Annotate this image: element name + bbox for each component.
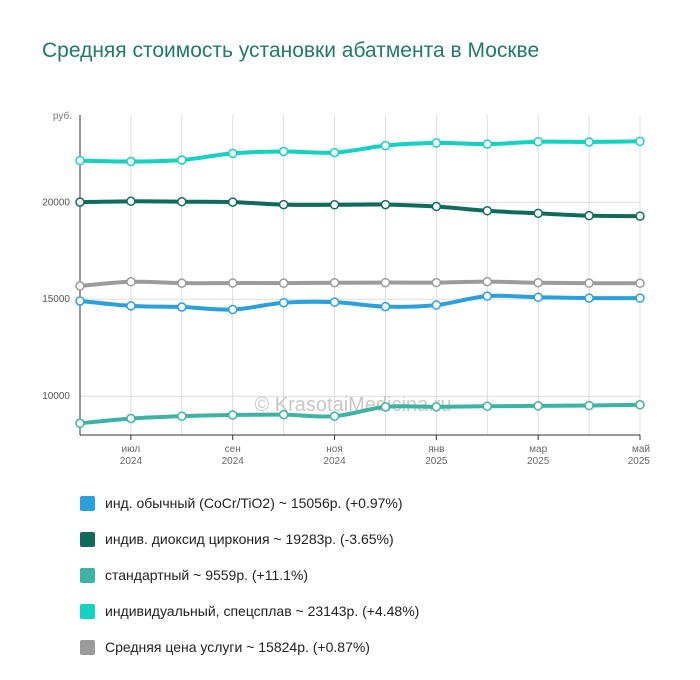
data-point xyxy=(75,197,85,207)
legend-swatch xyxy=(80,531,95,547)
x-tick-label-year: 2024 xyxy=(323,456,346,467)
data-point xyxy=(635,136,645,147)
data-point xyxy=(329,200,340,210)
data-point xyxy=(227,304,238,315)
data-point xyxy=(227,148,238,159)
data-point xyxy=(482,276,493,287)
data-point xyxy=(431,201,442,212)
data-point xyxy=(329,278,340,288)
data-point xyxy=(533,137,543,147)
data-point xyxy=(584,278,594,288)
data-point xyxy=(380,301,391,312)
data-point xyxy=(177,278,187,288)
legend-label: стандартный ~ 9559р. (+11.1%) xyxy=(105,567,309,583)
legend: инд. обычный (CoCr/TiO2) ~ 15056р. (+0.9… xyxy=(80,485,419,665)
y-tick-label: 20000 xyxy=(42,197,70,208)
data-point xyxy=(75,418,85,429)
data-point xyxy=(227,278,238,288)
data-point xyxy=(126,196,136,207)
legend-label: инд. обычный (CoCr/TiO2) ~ 15056р. (+0.9… xyxy=(105,495,403,511)
data-point xyxy=(278,146,289,157)
series-line xyxy=(78,139,642,164)
x-tick-label-year: 2025 xyxy=(425,456,448,467)
data-point xyxy=(278,278,289,288)
legend-item[interactable]: инд. обычный (CoCr/TiO2) ~ 15056р. (+0.9… xyxy=(80,485,419,521)
series-line xyxy=(78,279,642,288)
y-unit-label: руб. xyxy=(53,110,72,122)
legend-label: индивидуальный, спецсплав ~ 23143р. (+4.… xyxy=(105,603,420,619)
data-point xyxy=(584,210,594,221)
data-point xyxy=(635,400,645,410)
legend-label: индив. диоксид циркония ~ 19283р. (-3.65… xyxy=(105,531,394,547)
data-point xyxy=(431,300,442,310)
x-tick-label-month: май xyxy=(632,444,650,455)
data-point xyxy=(431,277,442,288)
data-point xyxy=(177,302,187,312)
legend-swatch xyxy=(80,567,95,583)
data-point xyxy=(533,208,543,219)
legend-swatch xyxy=(80,495,95,511)
legend-item[interactable]: индивидуальный, спецсплав ~ 23143р. (+4.… xyxy=(80,593,419,629)
data-point xyxy=(635,293,645,303)
x-tick-label-month: июл xyxy=(122,444,141,455)
data-point xyxy=(329,297,340,307)
data-point xyxy=(584,137,594,147)
data-point xyxy=(177,155,187,165)
x-tick-label-month: ноя xyxy=(326,444,343,455)
legend-swatch xyxy=(80,639,95,655)
data-point xyxy=(75,281,85,291)
data-point xyxy=(126,413,136,424)
x-tick-label-year: 2024 xyxy=(120,456,143,467)
legend-item[interactable]: индив. диоксид циркония ~ 19283р. (-3.65… xyxy=(80,521,419,557)
legend-swatch xyxy=(80,603,95,619)
y-tick-label: 10000 xyxy=(42,391,70,402)
data-point xyxy=(75,155,85,166)
x-tick-label-month: сен xyxy=(225,444,241,455)
data-point xyxy=(431,402,442,412)
data-point xyxy=(380,199,391,210)
data-point xyxy=(329,411,340,421)
data-point xyxy=(227,197,238,207)
chart-title: Средняя стоимость установки абатмента в … xyxy=(42,39,540,62)
data-point xyxy=(278,199,289,210)
data-point xyxy=(584,400,594,411)
data-point xyxy=(177,196,187,207)
legend-item[interactable]: стандартный ~ 9559р. (+11.1%) xyxy=(80,557,419,593)
data-point xyxy=(329,147,340,158)
data-point xyxy=(482,401,493,412)
data-point xyxy=(635,211,645,221)
x-tick-label-year: 2025 xyxy=(628,456,651,467)
data-point xyxy=(380,277,391,288)
data-point xyxy=(431,138,442,148)
x-tick-label-year: 2025 xyxy=(527,456,550,467)
data-point xyxy=(482,139,493,149)
x-tick-label-month: мар xyxy=(529,444,547,455)
data-point xyxy=(126,156,136,167)
data-point xyxy=(75,296,85,306)
data-point xyxy=(533,278,543,288)
data-point xyxy=(278,297,289,308)
data-point xyxy=(177,411,187,421)
x-tick-label-year: 2024 xyxy=(222,456,245,467)
watermark: © KrasotaiMedicina.ru xyxy=(254,394,451,416)
y-tick-label: 15000 xyxy=(42,294,70,305)
data-point xyxy=(380,140,391,151)
data-point xyxy=(278,409,289,420)
data-point xyxy=(533,292,543,303)
data-point xyxy=(380,402,391,412)
data-point xyxy=(482,291,493,301)
data-point xyxy=(635,278,645,289)
data-point xyxy=(227,410,238,420)
data-point xyxy=(533,401,543,411)
chart-area: 100001500020000руб.июл2024сен2024ноя2024… xyxy=(42,110,651,467)
data-point xyxy=(482,206,493,216)
series-line xyxy=(78,199,642,219)
data-point xyxy=(126,277,136,287)
legend-item[interactable]: Средняя цена услуги ~ 15824р. (+0.87%) xyxy=(80,629,419,665)
x-tick-label-month: янв xyxy=(428,444,444,455)
data-point xyxy=(126,301,136,311)
legend-label: Средняя цена услуги ~ 15824р. (+0.87%) xyxy=(105,639,370,655)
data-point xyxy=(584,293,594,303)
series-line xyxy=(78,293,642,312)
